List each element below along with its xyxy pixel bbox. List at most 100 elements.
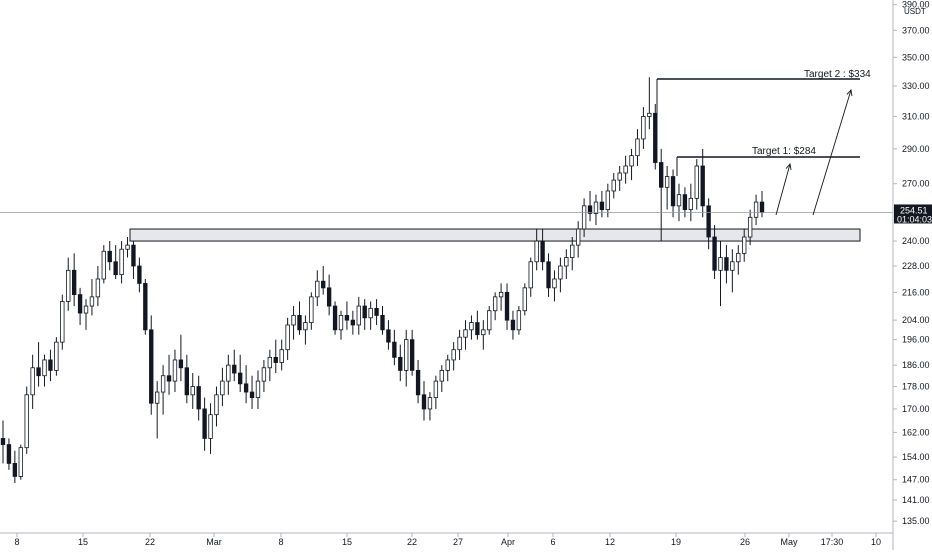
candle-body-down [380, 315, 385, 331]
candle [190, 373, 195, 409]
candle [534, 229, 539, 271]
candle [297, 301, 302, 335]
candle-body-up [309, 296, 314, 323]
candle [492, 292, 498, 321]
candle [623, 155, 628, 184]
candle [380, 306, 385, 335]
candle-body-down [71, 269, 77, 296]
candle-body-down [243, 383, 249, 393]
candle-body-down [137, 265, 142, 284]
candle [599, 190, 605, 218]
annotations-layer: Target 2 : $334 Target 1: $284 [0, 69, 893, 216]
candle-body-up [463, 329, 468, 338]
candle-body-up [457, 336, 462, 351]
candle-body-down [0, 438, 6, 445]
arrow-to-target-2-shaft [812, 89, 852, 216]
candle [60, 294, 65, 350]
time-tick-label: 15 [78, 537, 88, 547]
time-tick-label: 15 [342, 537, 352, 547]
candle [753, 194, 759, 226]
candle [184, 354, 189, 404]
candle-body-up [261, 367, 267, 382]
candle-body-up [125, 244, 130, 250]
candle [736, 245, 741, 275]
candle [42, 354, 47, 387]
candle [688, 183, 694, 222]
candle-body-down [392, 341, 397, 358]
candle [398, 344, 403, 382]
time-tick-label: 8 [278, 537, 283, 547]
price-tick-label: 204.00 [902, 315, 930, 325]
candle [226, 354, 231, 395]
price-tick-label: 196.00 [902, 335, 930, 345]
candle [605, 183, 611, 218]
candles-layer [0, 77, 765, 484]
candle [6, 438, 12, 470]
candle-body-up [172, 359, 178, 382]
price-tick-label: 240.00 [902, 236, 930, 246]
candle-body-down [712, 236, 717, 271]
time-tick-label: 19 [671, 537, 681, 547]
candle [706, 198, 711, 250]
candle-body-up [356, 305, 361, 326]
last-price-badge [894, 204, 932, 224]
candle-body-up [267, 356, 273, 369]
candle [670, 169, 676, 218]
candle-body-up [635, 138, 640, 157]
candle-body-down [297, 315, 302, 331]
candle-body-down [415, 370, 421, 396]
price-tick-label: 147.00 [902, 475, 930, 485]
candle-body-up [481, 329, 486, 336]
time-tick-label: May [780, 537, 798, 547]
candle-body-up [576, 228, 581, 246]
candle-body-up [368, 307, 373, 319]
candle-body-down [166, 375, 172, 382]
candle [653, 104, 658, 170]
candle [12, 450, 18, 484]
candle-body-up [285, 324, 290, 351]
candle-body-down [599, 201, 605, 211]
candle-body-down [682, 194, 688, 211]
candle [629, 148, 634, 181]
candle-body-down [232, 364, 237, 374]
price-tick-label: 228.00 [902, 261, 930, 271]
candle [238, 354, 243, 393]
candle-body-down [546, 261, 551, 289]
candle-body-up [303, 322, 308, 331]
candle [172, 349, 178, 393]
candle [160, 365, 166, 415]
time-tick-label: 10 [871, 537, 881, 547]
target-2-label: Target 2 : $334 [804, 69, 871, 80]
candle [113, 245, 118, 280]
price-tick-label: 270.00 [902, 179, 930, 189]
price-tick-label: 135.00 [902, 516, 930, 526]
candle-body-up [528, 261, 533, 289]
candle-body-down [659, 162, 664, 188]
candle-body-up [522, 287, 527, 312]
candle [356, 296, 361, 335]
candle [451, 342, 456, 371]
candle [593, 194, 599, 226]
candle-body-down [759, 201, 765, 213]
candle-body-up [89, 296, 95, 307]
candle [587, 190, 593, 222]
candle-body-up [664, 176, 670, 188]
candle [528, 257, 533, 297]
candle-body-down [706, 205, 711, 238]
candle-body-up [315, 280, 320, 298]
candle-body-up [226, 364, 231, 382]
candle-body-up [190, 386, 195, 396]
candle-body-down [398, 356, 403, 371]
candle [611, 172, 616, 199]
candle-body-down [700, 165, 705, 207]
candle [617, 165, 622, 191]
candle-body-up [154, 391, 160, 404]
candle [89, 279, 95, 316]
candle-body-up [730, 261, 735, 271]
candle-body-down [196, 386, 201, 410]
time-tick-label: 26 [740, 537, 750, 547]
candle [647, 77, 652, 130]
candle [510, 310, 516, 340]
